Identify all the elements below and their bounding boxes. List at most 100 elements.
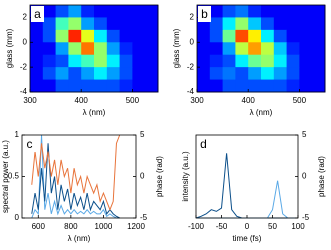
x-tick-label: 400 [75,96,89,105]
heat-cell [68,5,82,18]
y-tick-label: -4 [20,87,28,96]
y2-tick-label: 0 [302,172,307,181]
heat-cell [68,54,82,68]
y2-tick-label: 5 [140,130,145,139]
y-axis-label: intensity (a.u.) [181,151,190,202]
heat-cell [273,29,288,43]
heat-cell [235,54,249,68]
heat-cell [68,42,82,56]
heat-cell [261,54,275,68]
heat-cell [42,17,57,31]
heat-cell [119,17,133,31]
heat-cell [286,29,300,43]
heat-cell [312,67,326,81]
heat-cell [209,54,224,68]
heat-cell [145,67,159,81]
x-tick-label: 500 [293,96,307,105]
heat-cell [312,54,326,68]
heat-cell [81,54,95,68]
heat-cell [30,29,44,43]
heat-cell [248,79,262,93]
heat-cell [299,79,313,93]
heat-cell [55,5,69,18]
series-line [31,134,121,212]
heat-cell [299,29,313,43]
heat-cell [55,79,69,93]
heat-cell [106,5,121,18]
y2-axis-label: phase (rad) [317,156,326,197]
heat-cell [106,42,121,56]
heat-cell [68,17,82,31]
heat-cell [248,17,262,31]
x-tick-label: 1200 [127,222,145,231]
heat-cell [68,67,82,81]
x-tick-label: 300 [23,96,37,105]
heat-cell [119,79,133,93]
heat-cell [119,67,133,81]
heat-cell [248,42,262,56]
panel-label: d [200,137,207,151]
heat-cell [222,54,236,68]
x-tick-label: 50 [268,222,277,231]
heat-cell [312,5,326,18]
heat-cell [119,29,133,43]
heat-cell [30,54,44,68]
plot-frame [195,134,299,219]
heat-cell [55,17,69,31]
heat-cell [94,29,108,43]
heat-cell [119,54,133,68]
heat-cell [119,42,133,56]
heat-cell [286,42,300,56]
heat-cell [222,79,236,93]
x-tick-label: 1000 [95,222,113,231]
heat-cell [42,42,57,56]
heat-cell [299,5,313,18]
heat-cell [30,67,44,81]
heat-cell [68,29,82,43]
heat-cell [235,42,249,56]
panel-label-box [198,6,211,22]
heat-cell [30,42,44,56]
heat-cell [81,79,95,93]
heat-cell [132,79,146,93]
plot-frame [196,4,326,93]
y-axis-label: glass (mm) [5,28,14,68]
heat-cell [248,29,262,43]
heat-cell [132,54,146,68]
heat-cell [94,5,108,18]
heat-cell [273,54,288,68]
heat-cell [222,67,236,81]
heat-cell [299,67,313,81]
heat-cell [145,79,159,93]
series-line [31,134,120,219]
heat-cell [235,79,249,93]
x-tick-label: 0 [245,222,250,231]
x-tick-label: 400 [242,96,256,105]
heat-cell [312,79,326,93]
heat-cell [273,5,288,18]
heat-cell [273,67,288,81]
x-tick-label: -50 [216,222,228,231]
panel-label-box [197,136,210,152]
panel-label-box [23,136,36,152]
heat-cell [197,67,211,81]
heat-cell [222,17,236,31]
heat-cell [145,17,159,31]
heat-cell [145,42,159,56]
heat-cell [209,79,224,93]
heat-cell [94,79,108,93]
heat-cell [209,67,224,81]
heat-cell [145,29,159,43]
y-tick-label: -2 [20,62,28,71]
heat-cell [286,17,300,31]
heat-cell [30,79,44,93]
heat-cell [197,42,211,56]
heat-cell [132,42,146,56]
y-tick-label: 1 [15,130,20,139]
heat-cell [312,42,326,56]
heat-cell [106,29,121,43]
y2-tick-label: -5 [302,213,310,222]
heat-cell [235,17,249,31]
heat-cell [286,79,300,93]
heat-cell [81,17,95,31]
